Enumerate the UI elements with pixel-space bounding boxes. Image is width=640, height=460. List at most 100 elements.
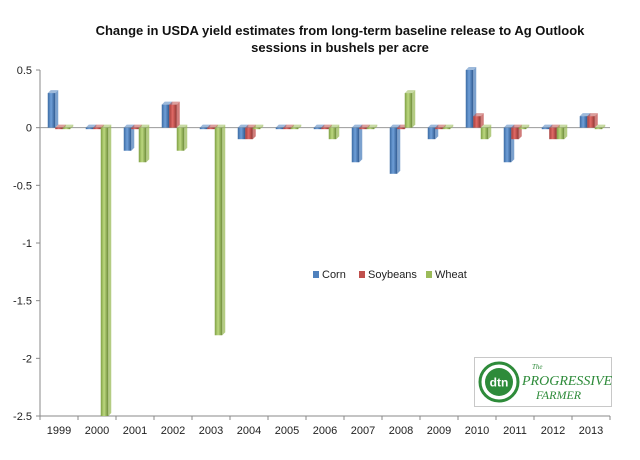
x-tick-label: 2006 <box>313 425 337 437</box>
bar-top <box>313 124 325 128</box>
y-tick-label: 0.5 <box>17 65 32 77</box>
bar-front <box>465 70 474 128</box>
bar-side <box>526 124 530 130</box>
bar-corn-2001 <box>123 124 135 151</box>
bar-wheat-2009 <box>442 124 454 130</box>
bar-corn-2008 <box>389 124 401 174</box>
x-tick-label: 2002 <box>161 425 185 437</box>
bar-front <box>389 127 398 174</box>
logo-line-2: PROGRESSIVE <box>521 374 612 389</box>
bar-top <box>199 124 211 128</box>
bar-wheat-2013 <box>594 124 606 130</box>
bar-top <box>359 124 370 128</box>
bar-front <box>511 127 519 140</box>
bar-front <box>237 127 246 140</box>
bar-side <box>359 124 363 163</box>
bar-top <box>47 90 59 94</box>
bar-front <box>252 127 261 130</box>
dtn-badge-icon <box>485 368 513 396</box>
legend-label-corn: Corn <box>322 269 346 281</box>
x-tick-label: 2005 <box>275 425 299 437</box>
bar-side <box>397 124 401 174</box>
bar-wheat-2002 <box>176 124 188 151</box>
bar-front <box>93 127 101 130</box>
bar-front <box>442 127 451 130</box>
bar-soybeans-2002 <box>169 101 180 128</box>
bar-top <box>214 124 226 128</box>
bar-wheat-2007 <box>366 124 378 130</box>
bar-top <box>237 124 249 128</box>
bar-top <box>511 124 522 128</box>
bar-front <box>199 127 208 130</box>
legend-label-wheat: Wheat <box>435 269 467 281</box>
bar-side <box>602 124 606 130</box>
bar-corn-2007 <box>351 124 363 163</box>
logo-mark-text: dtn <box>490 376 509 390</box>
x-tick-label: 2003 <box>199 425 223 437</box>
bar-top <box>442 124 454 128</box>
bar-wheat-2010 <box>480 124 492 140</box>
bar-top <box>366 124 378 128</box>
bar-front <box>85 127 94 130</box>
bar-side <box>473 67 477 128</box>
bar-top <box>55 124 66 128</box>
bar-corn-2010 <box>465 67 477 128</box>
bar-top <box>556 124 568 128</box>
bar-top <box>541 124 553 128</box>
bar-top <box>549 124 560 128</box>
bar-front <box>480 127 489 140</box>
bar-top <box>169 101 180 105</box>
bar-front <box>100 127 109 417</box>
bar-front <box>359 127 367 130</box>
bar-top <box>389 124 401 128</box>
bar-front <box>351 127 360 163</box>
bar-front <box>366 127 375 130</box>
x-tick-label: 2009 <box>427 425 451 437</box>
bar-front <box>404 93 413 128</box>
bar-front <box>313 127 322 130</box>
bar-front <box>503 127 512 163</box>
bar-side <box>146 124 150 163</box>
bar-wheat-2005 <box>290 124 302 130</box>
bar-side <box>564 124 568 140</box>
bar-front <box>541 127 550 130</box>
bar-top <box>351 124 363 128</box>
bar-top <box>62 124 74 128</box>
bar-top <box>435 124 446 128</box>
bar-front <box>321 127 329 130</box>
y-tick-label: -0.5 <box>13 180 32 192</box>
x-tick-label: 2000 <box>85 425 109 437</box>
bar-top <box>465 67 477 70</box>
bar-side <box>374 124 378 130</box>
bar-top <box>290 124 302 128</box>
bar-front <box>397 127 405 130</box>
bar-front <box>123 127 132 151</box>
bar-soybeans-2013 <box>587 113 598 128</box>
x-tick-label: 2008 <box>389 425 413 437</box>
x-tick-label: 2010 <box>465 425 489 437</box>
bar-side <box>108 124 112 417</box>
bar-wheat-2001 <box>138 124 150 163</box>
bar-side <box>594 113 598 128</box>
y-tick-label: -2 <box>22 353 32 365</box>
chart-title: Change in USDA yield estimates from long… <box>40 22 640 56</box>
bar-front <box>435 127 443 130</box>
dtn-progressive-farmer-logo: dtn The PROGRESSIVE FARMER <box>474 357 612 407</box>
bar-front <box>587 116 595 128</box>
bar-top <box>503 124 515 128</box>
bar-front <box>594 127 603 130</box>
x-tick-label: 2013 <box>579 425 603 437</box>
bar-top <box>404 90 416 94</box>
legend: Corn Soybeans Wheat <box>313 269 467 281</box>
bar-wheat-2006 <box>328 124 340 140</box>
bar-side <box>336 124 340 140</box>
bar-side <box>55 90 59 128</box>
bar-front <box>55 127 63 130</box>
bar-wheat-2012 <box>556 124 568 140</box>
bar-corn-1999 <box>47 90 59 128</box>
bar-front <box>169 104 177 128</box>
bar-wheat-2004 <box>252 124 264 130</box>
bar-top <box>131 124 142 128</box>
legend-swatch-wheat <box>426 271 432 278</box>
